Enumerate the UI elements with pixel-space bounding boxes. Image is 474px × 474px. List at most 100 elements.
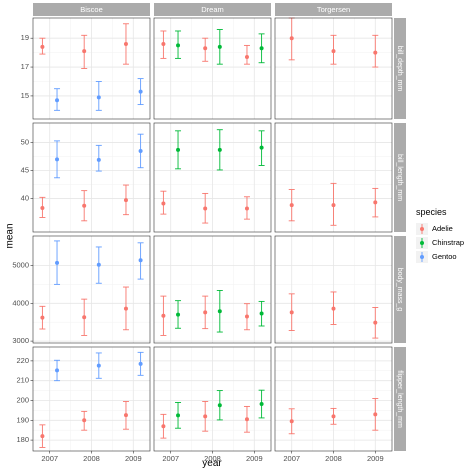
- strip-dream: [154, 3, 271, 16]
- panel-body-mass-g-dream: [153, 235, 272, 344]
- panel-bill-depth-mm-dream: [153, 17, 272, 120]
- y-tick-label: 15: [21, 91, 29, 100]
- point-adelie: [203, 46, 208, 51]
- y-axis-title: mean: [5, 223, 16, 248]
- facet-grid: Biscoe Dream Torgersen 2007 2008 2009 2007 2008…: [12, 3, 406, 463]
- point-gentoo: [138, 148, 143, 153]
- point-adelie: [123, 198, 128, 203]
- point-adelie: [40, 434, 45, 439]
- legend-key-point-chinstrap: [420, 241, 424, 245]
- x-tick-label: 2008: [325, 454, 342, 463]
- legend-key-point-gentoo: [420, 255, 424, 259]
- point-adelie: [331, 414, 336, 419]
- panel-border: [274, 346, 393, 452]
- panel-border: [274, 235, 393, 344]
- point-adelie: [289, 419, 294, 424]
- panel-flipper-length-mm-biscoe: [32, 346, 151, 452]
- point-chinstrap: [217, 44, 222, 49]
- panel-body-mass-g-biscoe: [32, 235, 151, 344]
- point-chinstrap: [217, 147, 222, 152]
- strip-flipper-length-mm: [394, 347, 406, 451]
- x-tick-label: 2007: [41, 454, 58, 463]
- y-tick-label: 17: [21, 62, 29, 71]
- panel-border: [153, 122, 272, 233]
- x-tick-label: 2007: [162, 454, 179, 463]
- point-gentoo: [55, 260, 60, 265]
- point-adelie: [203, 414, 208, 419]
- strip-body-mass-g: [394, 236, 406, 343]
- strip-label-body-mass-g: body_mass_g: [396, 268, 403, 312]
- point-chinstrap: [176, 147, 181, 152]
- x-axis-title: year: [202, 458, 222, 469]
- point-adelie: [123, 413, 128, 418]
- point-chinstrap: [259, 402, 264, 407]
- point-chinstrap: [176, 43, 181, 48]
- point-adelie: [331, 49, 336, 54]
- y-tick-label: 200: [16, 395, 29, 404]
- panel-border: [274, 17, 393, 120]
- x-tick-label: 2008: [204, 454, 221, 463]
- point-chinstrap: [176, 312, 181, 317]
- panel-bill-depth-mm-torgersen: [274, 17, 393, 120]
- point-gentoo: [55, 368, 60, 373]
- point-chinstrap: [217, 403, 222, 408]
- point-chinstrap: [176, 413, 181, 418]
- strip-label-bill-length-mm: bill_length_mm: [396, 154, 403, 201]
- point-adelie: [40, 315, 45, 320]
- point-adelie: [82, 49, 87, 54]
- point-gentoo: [96, 157, 101, 162]
- y-tick-label: 190: [16, 415, 29, 424]
- point-adelie: [123, 306, 128, 311]
- point-gentoo: [138, 361, 143, 366]
- panel-border: [32, 346, 151, 452]
- point-adelie: [203, 206, 208, 211]
- panel-bill-depth-mm-biscoe: [32, 17, 151, 120]
- strip-label-flipper-length-mm: flipper_length_mm: [396, 370, 403, 428]
- point-adelie: [289, 36, 294, 41]
- point-adelie: [161, 41, 166, 46]
- y-tick-label: 3000: [12, 336, 29, 345]
- legend-label-gentoo: Gentoo: [432, 252, 457, 261]
- point-gentoo: [55, 98, 60, 103]
- point-adelie: [373, 200, 378, 205]
- panel-flipper-length-mm-dream: [153, 346, 272, 452]
- point-chinstrap: [217, 309, 222, 314]
- point-gentoo: [96, 363, 101, 368]
- point-adelie: [161, 424, 166, 429]
- panel-border: [32, 122, 151, 233]
- panel-body-mass-g-torgersen: [274, 235, 393, 344]
- panel-bill-length-mm-biscoe: [32, 122, 151, 233]
- panel-border: [32, 235, 151, 344]
- panel-bill-length-mm-dream: [153, 122, 272, 233]
- panel-border: [153, 346, 272, 452]
- point-adelie: [82, 315, 87, 320]
- y-tick-label: 220: [16, 356, 29, 365]
- x-tick-label: 2009: [367, 454, 384, 463]
- point-adelie: [161, 201, 166, 206]
- point-gentoo: [138, 258, 143, 263]
- point-adelie: [82, 418, 87, 423]
- point-adelie: [203, 310, 208, 315]
- y-tick-label: 4000: [12, 298, 29, 307]
- panel-flipper-length-mm-torgersen: [274, 346, 393, 452]
- point-adelie: [244, 417, 249, 422]
- y-tick-label: 40: [21, 193, 29, 202]
- strip-label-dream: Dream: [201, 5, 224, 14]
- panel-border: [274, 122, 393, 233]
- point-gentoo: [96, 262, 101, 267]
- point-adelie: [331, 306, 336, 311]
- point-gentoo: [55, 157, 60, 162]
- point-adelie: [373, 412, 378, 417]
- legend-key-point-adelie: [420, 227, 424, 231]
- strip-label-bill-depth-mm: bill_depth_mm: [396, 46, 403, 92]
- panel-border: [153, 17, 272, 120]
- legend-title: species: [416, 207, 447, 217]
- strip-label-biscoe: Biscoe: [80, 5, 103, 14]
- panel-border: [153, 235, 272, 344]
- y-tick-label: 45: [21, 165, 29, 174]
- point-adelie: [40, 205, 45, 210]
- strip-bill-length-mm: [394, 123, 406, 232]
- strip-label-torgersen: Torgersen: [317, 5, 350, 14]
- point-chinstrap: [259, 145, 264, 150]
- point-adelie: [289, 203, 294, 208]
